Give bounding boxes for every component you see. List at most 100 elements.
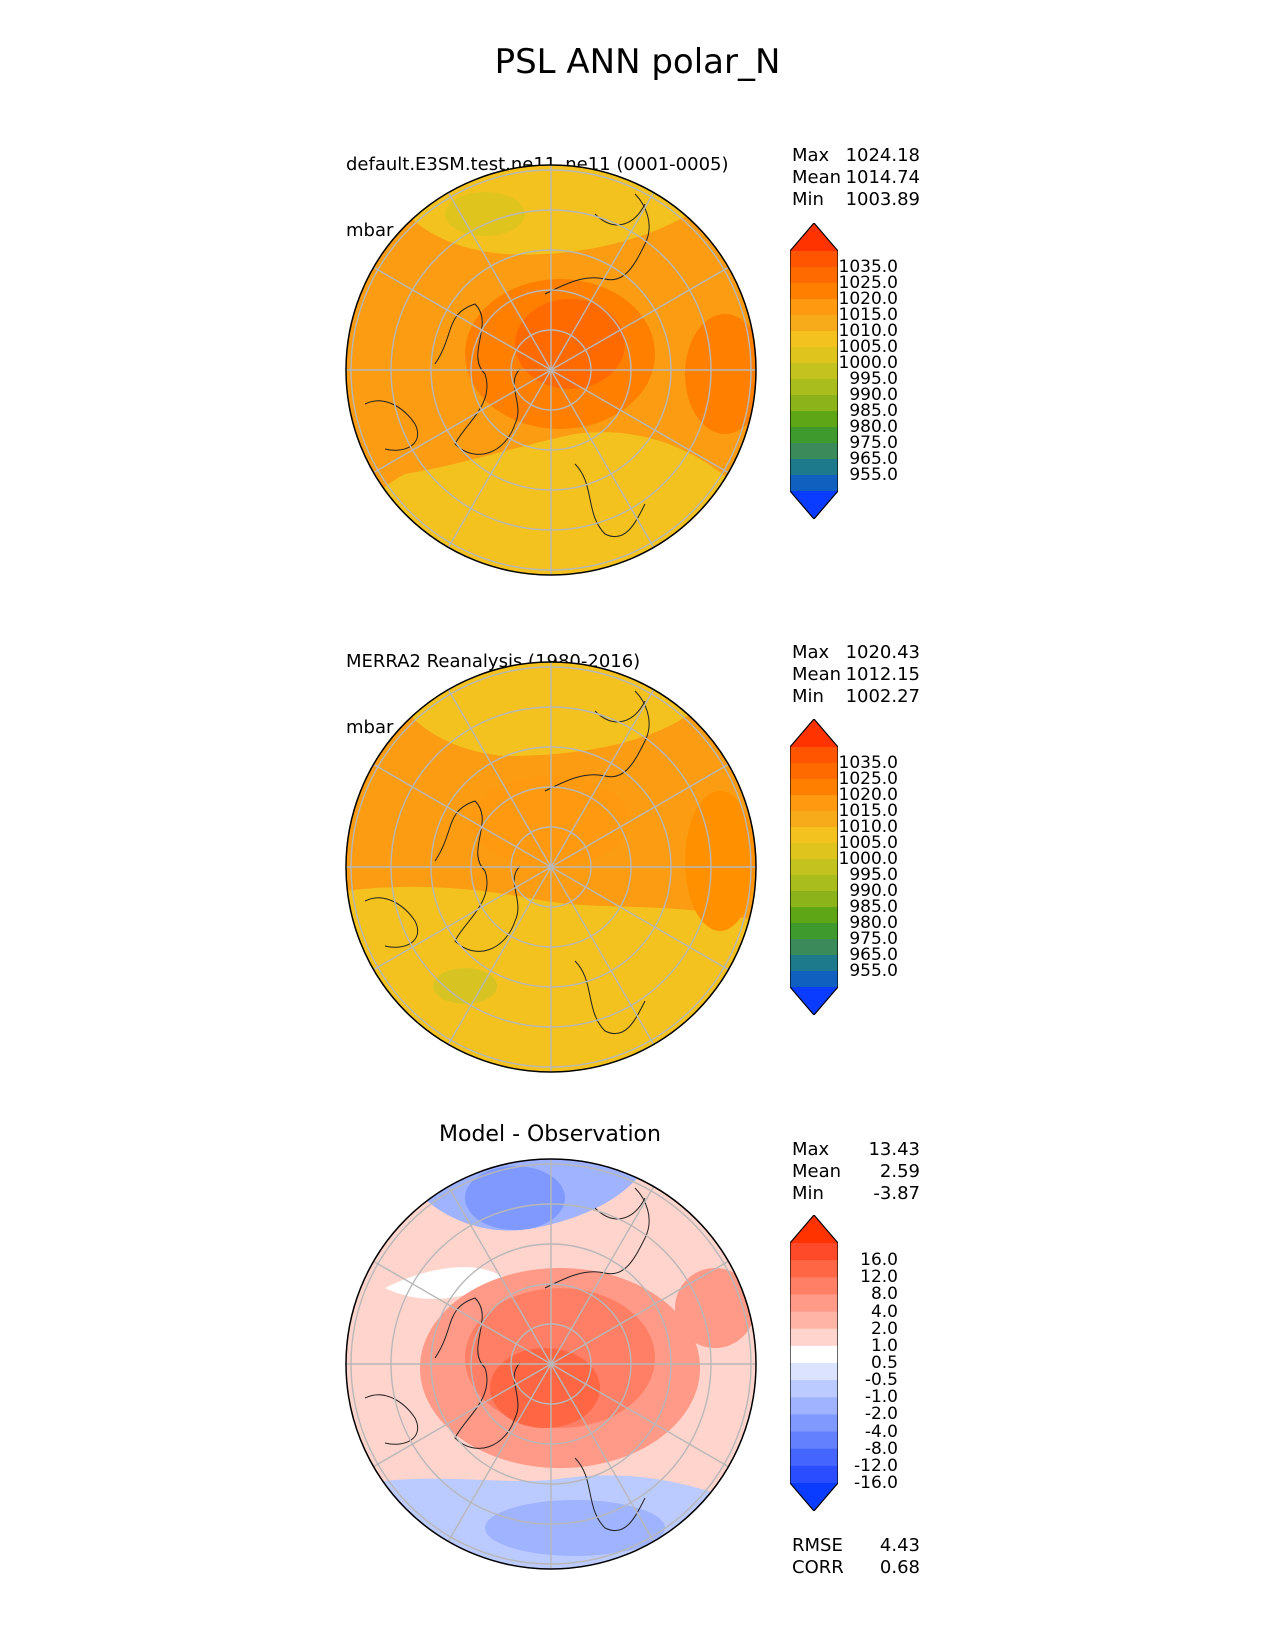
panel-2-stat-min-value: 1002.27	[845, 686, 920, 707]
colorbar-tick-label: 990.0	[849, 881, 898, 901]
panel-2-coastlines	[364, 690, 650, 1035]
panel-3-stat-min-label: Min	[792, 1183, 824, 1204]
colorbar-segment	[790, 747, 838, 764]
colorbar-extend-max	[790, 719, 838, 747]
panel-3-field-positive-east	[675, 1268, 755, 1348]
panel-1-stat-mean-value: 1014.74	[845, 167, 920, 188]
panel-1-graticule	[346, 165, 756, 575]
colorbar-extend-max	[790, 1215, 838, 1243]
colorbar-tick-label: 1035.0	[838, 257, 898, 277]
panel-3-metrics: RMSE 4.43 CORR 0.68	[792, 1535, 920, 1579]
colorbar-segment	[790, 1345, 838, 1364]
colorbar-segment	[790, 859, 838, 876]
panel-3-stat-min-value: -3.87	[873, 1183, 920, 1204]
panel-2-colorbar	[790, 719, 838, 1015]
colorbar-segment	[790, 811, 838, 828]
colorbar-segment	[790, 1260, 838, 1278]
colorbar-tick-label: 1000.0	[838, 849, 898, 869]
panel-3-coastlines	[364, 1187, 650, 1532]
colorbar-segment	[790, 1311, 838, 1330]
panel-1-stat-mean-label: Mean	[792, 167, 842, 188]
colorbar-segment	[790, 299, 838, 316]
colorbar-tick-label: -16.0	[854, 1473, 898, 1493]
colorbar-segment	[790, 1243, 838, 1261]
colorbar-tick-label: 1015.0	[838, 305, 898, 325]
colorbar-tick-label: 16.0	[860, 1250, 898, 1271]
colorbar-tick-label: 4.0	[870, 1301, 898, 1322]
panel-3-field-negative-south-core	[485, 1500, 665, 1556]
colorbar-segment	[790, 267, 838, 284]
colorbar-tick-label: 985.0	[849, 897, 898, 917]
panel-2-field-high-center	[470, 776, 630, 866]
colorbar-tick-label: -1.0	[864, 1387, 898, 1408]
colorbar-tick-label: 1005.0	[838, 337, 898, 357]
panel-2-stat-max-value: 1020.43	[845, 642, 920, 663]
panel-3-map-border	[345, 1158, 757, 1570]
colorbar-tick-label: 1025.0	[838, 273, 898, 293]
panel-2-stat-min: Min 1002.27	[792, 686, 920, 708]
colorbar-segment	[790, 827, 838, 844]
colorbar-segment	[790, 1431, 838, 1450]
panel-1-stats: Max 1024.18 Mean 1014.74 Min 1003.89	[792, 145, 920, 211]
colorbar-segment	[790, 395, 838, 412]
panel-3-title: Model - Observation	[439, 1122, 661, 1147]
panel-1-stat-max-label: Max	[792, 145, 830, 166]
panel-2-title: MERRA2 Reanalysis (1980-2016) mbar	[346, 607, 640, 761]
panel-3-stat-max-value: 13.43	[868, 1139, 920, 1160]
panel-1-title: default.E3SM.test.ne11_ne11 (0001-0005) …	[346, 110, 729, 264]
panel-1-stat-max: Max 1024.18	[792, 145, 920, 167]
colorbar-tick-label: 990.0	[849, 385, 898, 405]
panel-1-map-border	[345, 164, 757, 576]
panel-1-stat-max-value: 1024.18	[845, 145, 920, 166]
colorbar-tick-label: -8.0	[864, 1438, 898, 1459]
colorbar-tick-label: 1035.0	[838, 753, 898, 773]
panel-1-stat-min-value: 1003.89	[845, 189, 920, 210]
panel-2-field-low-cell	[433, 968, 497, 1004]
panel-3-stat-max: Max 13.43	[792, 1139, 920, 1161]
panel-3-metric-rmse: RMSE 4.43	[792, 1535, 920, 1557]
colorbar-segment	[790, 971, 838, 988]
panel-2-title-line-2: mbar	[346, 717, 394, 738]
panel-2-colorbar-ticks: 1035.0 1025.0 1020.0 1015.0 1010.0 1005.0 1000…	[838, 719, 898, 1015]
colorbar-extend-min	[790, 1483, 838, 1511]
colorbar-segment	[790, 363, 838, 380]
colorbar-tick-label: 1020.0	[838, 785, 898, 805]
panel-2-stats: Max 1020.43 Mean 1012.15 Min 1002.27	[792, 642, 920, 708]
colorbar-segment	[790, 251, 838, 268]
colorbar-tick-label: 1010.0	[838, 321, 898, 341]
colorbar-tick-label: 8.0	[870, 1284, 898, 1305]
colorbar-segment	[790, 779, 838, 796]
colorbar-tick-label: 985.0	[849, 401, 898, 421]
colorbar-segment	[790, 379, 838, 396]
colorbar-tick-label: 2.0	[870, 1318, 898, 1339]
colorbar-tick-label: 1.0	[870, 1335, 898, 1356]
panel-3-stat-mean-value: 2.59	[879, 1161, 920, 1182]
panel-3-graticule	[346, 1159, 756, 1569]
colorbar-tick-label: 965.0	[849, 945, 898, 965]
colorbar-segment	[790, 459, 838, 476]
panel-3-stats: Max 13.43 Mean 2.59 Min -3.87	[792, 1139, 920, 1205]
colorbar-tick-label: 1025.0	[838, 769, 898, 789]
colorbar-segment	[790, 1328, 838, 1347]
colorbar-segment	[790, 1465, 838, 1484]
colorbar-segment	[790, 1380, 838, 1398]
colorbar-tick-label: 965.0	[849, 449, 898, 469]
panel-3-stat-min: Min -3.87	[792, 1183, 920, 1205]
panel-1-colorbar-ticks: 1035.0 1025.0 1020.0 1015.0 1010.0 1005.0 1000…	[838, 223, 898, 519]
figure-title: PSL ANN polar_N	[494, 42, 781, 82]
colorbar-tick-label: 980.0	[849, 417, 898, 437]
panel-2-field-high-east	[685, 791, 755, 931]
panel-3-stat-mean-label: Mean	[792, 1161, 842, 1182]
colorbar-tick-label: 12.0	[860, 1267, 898, 1288]
panel-1-title-line-2: mbar	[346, 220, 394, 241]
panel-2-stat-max-label: Max	[792, 642, 830, 663]
colorbar-segment	[790, 315, 838, 332]
colorbar-segment	[790, 939, 838, 956]
colorbar-tick-label: 0.5	[870, 1353, 898, 1373]
colorbar-segment	[790, 283, 838, 300]
panel-1-coastlines	[364, 193, 650, 538]
colorbar-segment	[790, 1397, 838, 1415]
panel-3-colorbar	[790, 1215, 838, 1511]
colorbar-tick-label: 1015.0	[838, 801, 898, 821]
panel-3-metric-corr-label: CORR	[792, 1557, 844, 1578]
